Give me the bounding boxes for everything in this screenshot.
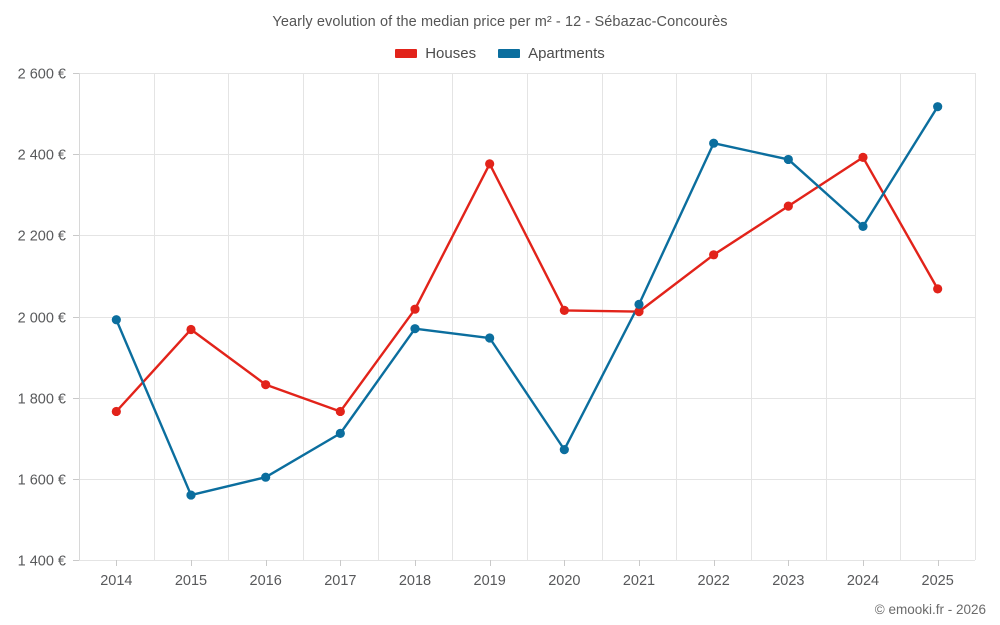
- y-axis-tick-label: 2 200 €: [18, 229, 66, 245]
- x-axis-tick-label: 2025: [922, 573, 954, 589]
- data-point-houses[interactable]: [783, 201, 793, 211]
- data-point-houses[interactable]: [559, 305, 569, 316]
- x-axis-tick-label: 2019: [474, 573, 506, 589]
- data-point-houses[interactable]: [410, 304, 420, 314]
- series-line-apartments: [115, 105, 939, 497]
- y-axis-tick-label: 1 400 €: [18, 554, 66, 570]
- y-axis-tick-label: 1 800 €: [18, 392, 66, 408]
- y-axis-tick-label: 2 400 €: [18, 148, 66, 164]
- y-axis-tick-label: 1 600 €: [18, 473, 66, 489]
- data-series-group: [111, 102, 943, 500]
- data-point-houses[interactable]: [485, 159, 495, 169]
- data-point-houses[interactable]: [634, 307, 644, 317]
- data-point-apartments[interactable]: [783, 154, 793, 165]
- data-point-apartments[interactable]: [186, 490, 196, 500]
- legend-swatch-houses: [395, 49, 418, 58]
- data-point-apartments[interactable]: [261, 472, 271, 482]
- data-point-houses[interactable]: [709, 250, 719, 260]
- legend-item-apartments[interactable]: Apartments: [498, 45, 605, 62]
- data-point-apartments[interactable]: [485, 333, 495, 343]
- x-axis-tick-label: 2024: [847, 573, 879, 589]
- x-axis-tick-label: 2023: [772, 573, 804, 589]
- data-point-apartments[interactable]: [559, 445, 569, 455]
- x-axis-tick-label: 2018: [399, 573, 431, 589]
- chart-title: Yearly evolution of the median price per…: [272, 14, 728, 30]
- data-point-apartments[interactable]: [410, 324, 420, 334]
- legend-label-houses: Houses: [425, 45, 477, 62]
- data-point-houses[interactable]: [933, 284, 943, 294]
- vertical-gridlines-group: [79, 73, 976, 560]
- data-point-houses[interactable]: [858, 152, 868, 163]
- data-point-apartments[interactable]: [634, 299, 644, 309]
- legend-swatch-apartments: [498, 49, 521, 58]
- chart-legend: Houses Apartments: [0, 45, 1000, 62]
- y-axis-labels-group: 1 400 € 1 600 € 1 800 € 2 000 € 2 200 € 2 400…: [18, 67, 66, 570]
- data-point-houses[interactable]: [261, 380, 271, 390]
- data-point-apartments[interactable]: [933, 102, 943, 112]
- data-point-houses[interactable]: [111, 406, 121, 417]
- x-tick-marks-group: [116, 560, 939, 566]
- legend-label-apartments: Apartments: [528, 45, 605, 62]
- x-axis-tick-label: 2015: [175, 573, 207, 589]
- y-axis-tick-label: 2 600 €: [18, 67, 66, 83]
- legend-item-houses[interactable]: Houses: [395, 45, 476, 62]
- x-axis-tick-label: 2021: [623, 573, 655, 589]
- x-axis-tick-label: 2016: [250, 573, 282, 589]
- data-point-houses[interactable]: [335, 406, 345, 417]
- copyright-credit: © emooki.fr - 2026: [874, 602, 986, 617]
- y-axis-tick-label: 2 000 €: [18, 311, 66, 327]
- y-tick-marks-group: [73, 73, 79, 561]
- x-axis-tick-label: 2014: [100, 573, 132, 589]
- data-point-apartments[interactable]: [335, 428, 345, 438]
- data-point-apartments[interactable]: [709, 138, 719, 148]
- data-point-houses[interactable]: [186, 324, 196, 335]
- series-line-houses: [115, 156, 939, 413]
- data-point-apartments[interactable]: [858, 221, 868, 232]
- x-axis-tick-label: 2022: [698, 573, 730, 589]
- x-axis-tick-label: 2017: [324, 573, 356, 589]
- x-axis-tick-label: 2020: [548, 573, 580, 589]
- x-axis-labels-group: 2014 2015 2016 2017 2018 2019 2020 2021 2022 2023…: [100, 573, 954, 589]
- data-point-apartments[interactable]: [111, 315, 121, 325]
